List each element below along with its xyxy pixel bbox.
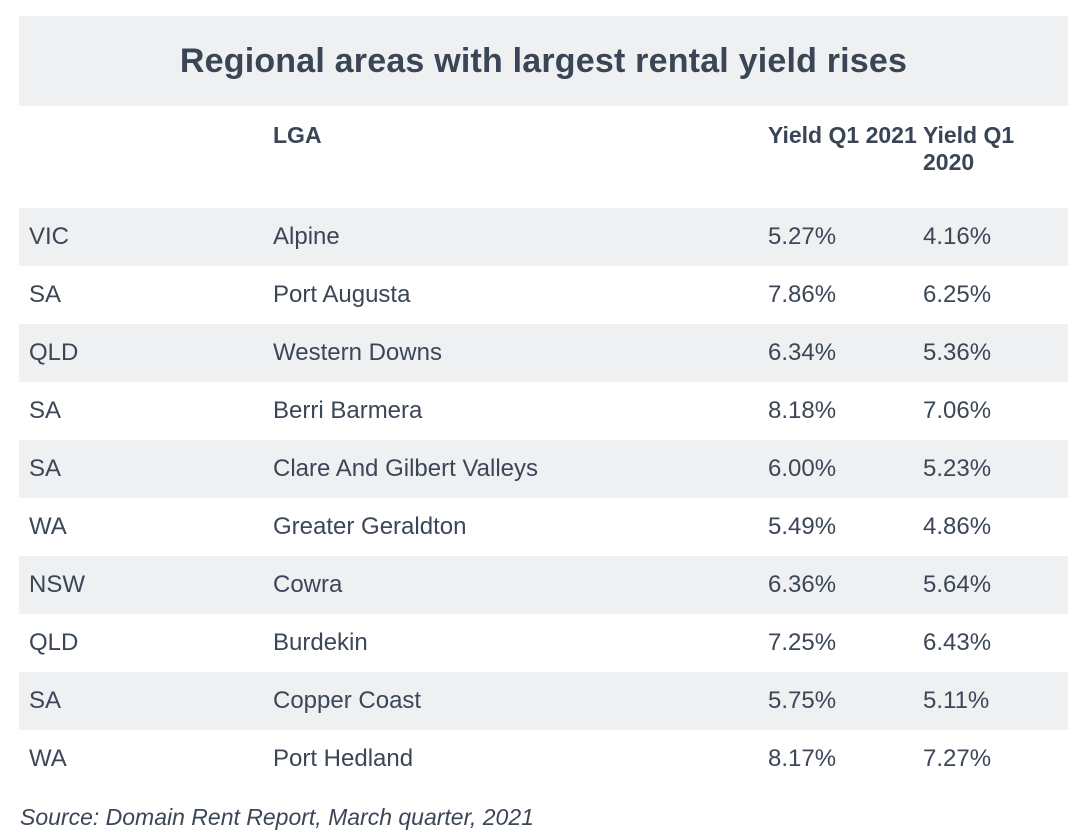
header-lga: LGA [273,122,322,148]
cell-lga: Alpine [273,223,340,250]
cell-lga: Greater Geraldton [273,513,467,540]
cell-yield-2021: 8.18% [768,397,837,424]
cell-yield-2020: 4.86% [923,513,992,540]
cell-yield-2020: 6.25% [923,281,992,308]
table-row: SA Clare And Gilbert Valleys 6.00% 5.23% [19,440,1068,498]
cell-state: SA [29,455,62,482]
cell-yield-2020: 5.64% [923,571,992,598]
cell-yield-2020: 6.43% [923,629,992,656]
cell-state: SA [29,281,62,308]
cell-yield-2021: 5.27% [768,223,837,250]
cell-yield-2021: 5.75% [768,687,837,714]
cell-yield-2021: 6.36% [768,571,837,598]
cell-yield-2020: 4.16% [923,223,992,250]
header-yield-2021: Yield Q1 2021 [768,122,917,148]
cell-lga: Berri Barmera [273,397,423,424]
cell-state: VIC [29,223,70,250]
table-row: QLD Western Downs 6.34% 5.36% [19,324,1068,382]
table-row: SA Copper Coast 5.75% 5.11% [19,672,1068,730]
table-row: NSW Cowra 6.36% 5.64% [19,556,1068,614]
cell-state: WA [29,745,67,772]
table-row: WA Greater Geraldton 5.49% 4.86% [19,498,1068,556]
cell-yield-2021: 5.49% [768,513,837,540]
table-row: WA Port Hedland 8.17% 7.27% [19,730,1068,788]
cell-yield-2020: 5.11% [923,687,990,714]
header-row: LGA Yield Q1 2021 Yield Q1 2020 [19,106,1068,208]
title-bar: Regional areas with largest rental yield… [19,16,1068,106]
header-yield-2020: Yield Q1 2020 [923,122,1015,175]
cell-state: WA [29,513,67,540]
table-title: Regional areas with largest rental yield… [179,41,908,80]
cell-yield-2021: 7.86% [768,281,837,308]
source-note: Source: Domain Rent Report, March quarte… [20,804,534,830]
cell-state: QLD [29,339,79,366]
cell-lga: Port Augusta [273,281,411,308]
table-row: SA Berri Barmera 8.18% 7.06% [19,382,1068,440]
cell-state: SA [29,687,62,714]
table-row: VIC Alpine 5.27% 4.16% [19,208,1068,266]
cell-yield-2021: 8.17% [768,745,837,772]
cell-lga: Western Downs [273,339,442,366]
table-row: QLD Burdekin 7.25% 6.43% [19,614,1068,672]
cell-lga: Clare And Gilbert Valleys [273,455,539,482]
cell-lga: Copper Coast [273,687,422,714]
cell-yield-2020: 5.23% [923,455,992,482]
cell-yield-2020: 5.36% [923,339,992,366]
cell-yield-2021: 6.34% [768,339,837,366]
cell-state: SA [29,397,62,424]
cell-yield-2020: 7.27% [923,745,992,772]
cell-yield-2020: 7.06% [923,397,992,424]
cell-lga: Burdekin [273,629,368,656]
cell-state: QLD [29,629,79,656]
cell-state: NSW [29,571,85,598]
cell-lga: Cowra [273,571,343,598]
table-body: VIC Alpine 5.27% 4.16% SA Port Augusta 7… [19,208,1068,788]
table-row: SA Port Augusta 7.86% 6.25% [19,266,1068,324]
cell-lga: Port Hedland [273,745,414,772]
header-state [19,106,273,208]
cell-yield-2021: 6.00% [768,455,837,482]
rental-yield-table: LGA Yield Q1 2021 Yield Q1 2020 VIC Alpi… [19,106,1068,788]
cell-yield-2021: 7.25% [768,629,837,656]
rental-yield-table-card: Regional areas with largest rental yield… [19,16,1068,831]
table-header: LGA Yield Q1 2021 Yield Q1 2020 [19,106,1068,208]
